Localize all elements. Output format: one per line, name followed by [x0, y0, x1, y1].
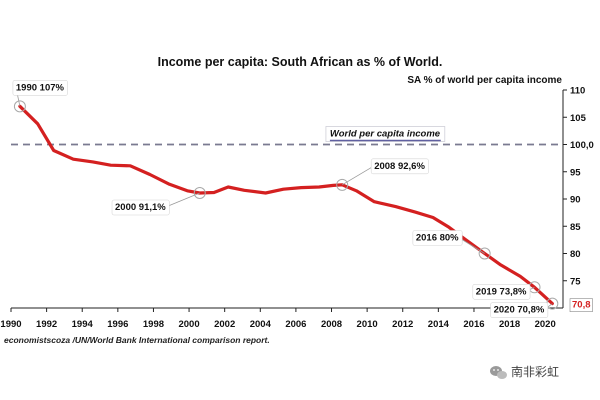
- annotation-box: [412, 230, 463, 246]
- chart-title: Income per capita: South African as % of…: [158, 55, 443, 69]
- annotation-label: 2019 73,8%: [476, 286, 527, 297]
- annotation-leader: [458, 237, 485, 254]
- x-tick-label: 1992: [36, 319, 57, 330]
- annotation-label: 2000 91,1%: [115, 202, 166, 213]
- annotation-marker: [336, 178, 349, 191]
- x-tick-label: 2016: [463, 319, 484, 330]
- series-group: [18, 104, 554, 306]
- x-tick-label: 2014: [428, 319, 450, 330]
- y-axis-ticks: 75 80 85 90 95 100,0 105 110: [563, 86, 594, 287]
- annotation-box: [472, 283, 531, 300]
- annotation-label: 2008 92,6%: [374, 161, 425, 172]
- axes: [11, 90, 564, 309]
- x-tick-label: 2010: [357, 319, 378, 330]
- annotation-box: [370, 158, 429, 175]
- annotation-box: [490, 302, 549, 318]
- x-tick-label: 2002: [214, 319, 235, 330]
- annotation-leader: [341, 165, 375, 186]
- x-axis-ticks: 1990 1992 1994 1996 1998 2000 2002 2004 2006 2008…: [0, 308, 556, 330]
- x-tick-label: 1994: [72, 319, 94, 330]
- annotation-leader: [165, 192, 200, 208]
- annotation-box: [111, 199, 170, 216]
- annotation-marker: [13, 100, 26, 113]
- y-tick-label: 90: [570, 195, 581, 206]
- annotation-box: [12, 80, 68, 96]
- reference-label-box: [325, 126, 446, 142]
- annotation-label: 2016 80%: [416, 233, 459, 244]
- y-tick-label: 95: [570, 167, 581, 178]
- series-line: [18, 104, 554, 306]
- y-tick-label: 110: [570, 86, 585, 97]
- annotation-marker: [478, 247, 491, 260]
- x-tick-label: 2012: [392, 319, 413, 330]
- reference-line-label: World per capita income: [330, 129, 441, 140]
- annotation-label: 2020 70,8%: [494, 305, 545, 316]
- reference-line-group: World per capita income: [11, 126, 563, 146]
- y-tick-label: 100,0: [570, 140, 594, 151]
- x-tick-label: 2018: [499, 319, 520, 330]
- end-value-box: [569, 298, 593, 312]
- x-tick-label: 1998: [143, 319, 164, 330]
- watermark-text: 南非彩虹: [511, 364, 559, 379]
- x-tick-label: 2000: [178, 319, 199, 330]
- x-tick-label: 2008: [321, 319, 342, 330]
- x-tick-label: 2006: [285, 319, 306, 330]
- y-tick-label: 105: [570, 113, 587, 124]
- annotation-label: 1990 107%: [16, 82, 65, 93]
- end-value-label: 70,8: [572, 300, 591, 311]
- annotation-marker: [193, 187, 206, 200]
- x-tick-label: 2004: [250, 319, 272, 330]
- watermark: 南非彩虹: [490, 364, 559, 379]
- x-tick-label: 1996: [107, 319, 128, 330]
- annotations-group: 1990 107% 2000 91,1% 2008 92,6% 2016 80% 201…: [12, 80, 593, 318]
- y-axis-label: SA % of world per capita income: [407, 75, 562, 86]
- y-tick-label: 75: [570, 276, 581, 287]
- y-tick-label: 85: [570, 222, 581, 233]
- source-note: economistscoza /UN/World Bank Internatio…: [4, 335, 270, 345]
- x-tick-label: 2020: [535, 319, 556, 330]
- wechat-icon: [490, 366, 507, 379]
- y-tick-label: 80: [570, 249, 581, 260]
- x-tick-label: 1990: [0, 319, 21, 330]
